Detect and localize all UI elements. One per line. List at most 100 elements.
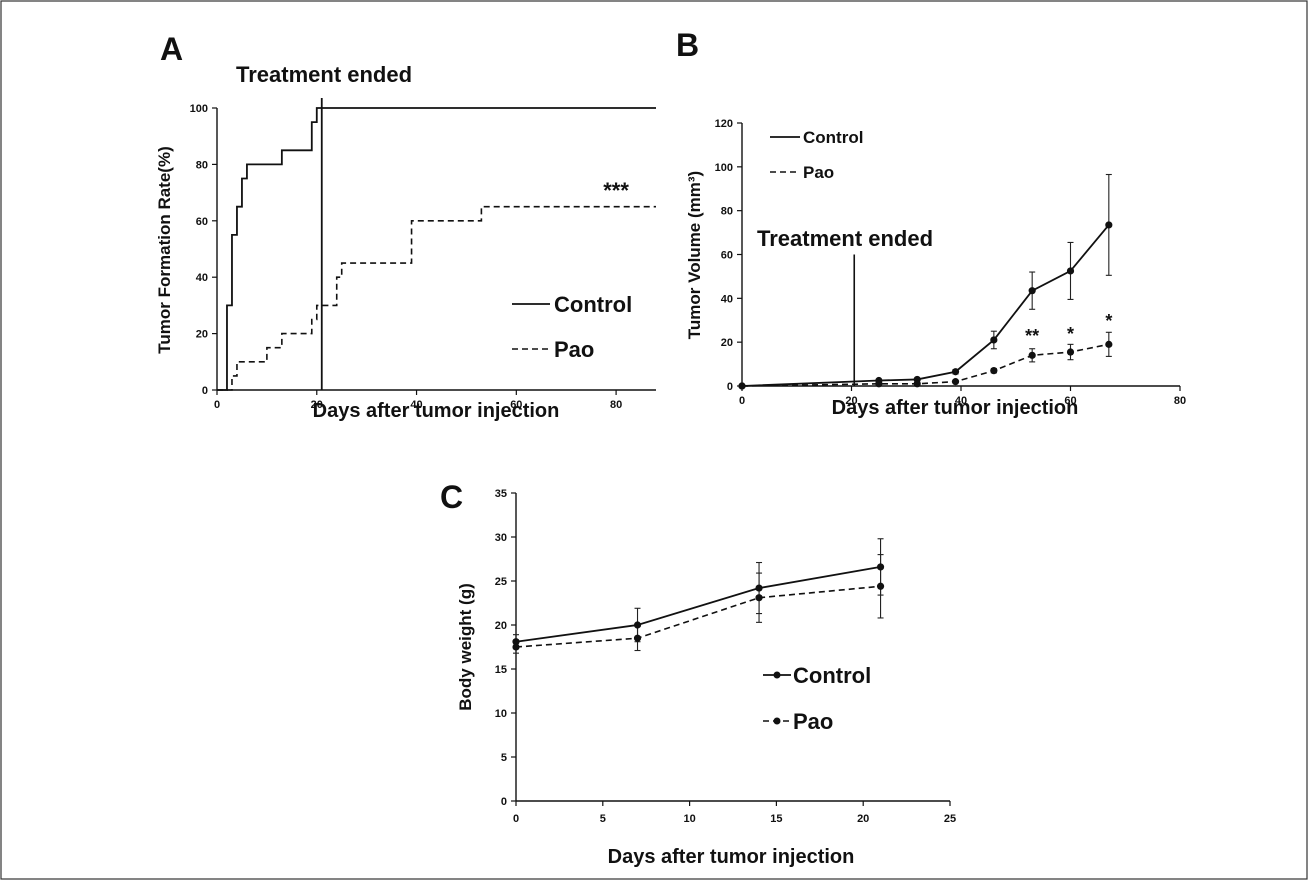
panel-c-pao-line: [515, 585, 881, 648]
panel-b-letter: B: [676, 27, 699, 63]
panel-c-y-tick-label: 0: [501, 796, 507, 808]
panel-a-significance-marker: ***: [603, 178, 629, 203]
panel-c-y-tick-label: 20: [495, 620, 507, 632]
panel-c-y-axis-title: Body weight (g): [456, 583, 475, 710]
panel-a-y-tick-label: 20: [196, 329, 208, 341]
panel-b-control-point: [951, 368, 960, 376]
panel-b-pao-point: [913, 380, 921, 388]
panel-a-x-tick-label: 40: [410, 399, 422, 411]
panel-c-x-axis-title: Days after tumor injection: [608, 846, 855, 868]
panel-c-x-tick-label: 15: [770, 813, 782, 825]
panel-b-legend: Control Pao: [770, 128, 863, 182]
panel-b-y-ticks: 0 20 40 60 80 100 120: [715, 118, 742, 393]
panel-a-x-tick-label: 80: [610, 399, 622, 411]
panel-b-control-point: [1105, 221, 1113, 229]
panel-c-control-error-bars: [513, 538, 884, 650]
panel-b-pao-point: [990, 367, 998, 375]
panel-b-control-point: [1028, 287, 1036, 295]
panel-b-pao-point: [1105, 340, 1113, 348]
panel-c-pao-point: [633, 634, 642, 642]
panel-a-y-tick-label: 80: [196, 159, 208, 171]
panel-a-y-ticks: 0 20 40 60 80 100: [190, 103, 217, 397]
panel-c-pao-error-bars: [513, 554, 884, 654]
panel-c-pao-markers: [512, 582, 885, 651]
panel-c-letter: C: [440, 479, 463, 515]
panel-a-y-tick-label: 40: [196, 272, 208, 284]
panel-a-x-tick-label: 60: [510, 399, 522, 411]
panel-c-legend-pao-label: Pao: [793, 709, 833, 734]
panel-b-vline-label: Treatment ended: [757, 226, 933, 251]
panel-b-control-error-bars: [875, 173, 1112, 383]
panel-a-legend-control-label: Control: [554, 292, 632, 317]
panel-b-control-point: [1066, 267, 1075, 275]
panel-b-x-tick-label: 80: [1174, 395, 1186, 407]
panel-c-x-tick-label: 20: [857, 813, 869, 825]
panel-a-y-tick-label: 100: [190, 103, 208, 115]
panel-c-control-line: [515, 566, 881, 643]
panel-c-x-tick-label: 10: [683, 813, 695, 825]
panel-a-control-line: [217, 107, 656, 391]
panel-a-pao-line: [217, 205, 656, 391]
panel-b-legend-control-label: Control: [803, 128, 863, 147]
panel-b-x-axis-title: Days after tumor injection: [832, 397, 1079, 419]
panel-c-y-tick-label: 30: [495, 532, 507, 544]
panel-c-y-tick-label: 5: [501, 752, 507, 764]
panel-b-pao-point: [1066, 348, 1075, 356]
panel-c-control-markers: [512, 563, 885, 646]
panel-c-pao-point: [876, 582, 885, 590]
panel-b-y-tick-label: 40: [721, 293, 733, 305]
panel-a-x-axis-title: Days after tumor injection: [313, 400, 560, 422]
panel-c-pao-point: [512, 643, 520, 651]
panel-b-y-tick-label: 20: [721, 337, 733, 349]
panel-c: C 0 5 10 15 20 25 30 35 0 5 10 15 20 25 Body weight …: [440, 479, 956, 868]
panel-b-y-tick-label: 120: [715, 118, 733, 130]
panel-c-control-point: [512, 638, 520, 646]
panel-c-x-tick-label: 0: [513, 813, 519, 825]
panel-b-significance-marker-day53: **: [1025, 326, 1039, 346]
panel-a-x-tick-label: 0: [214, 399, 220, 411]
panel-b-legend-pao-label: Pao: [803, 163, 834, 182]
panel-a-x-tick-label: 20: [311, 399, 323, 411]
panel-b-x-tick-label: 60: [1064, 395, 1076, 407]
panel-c-control-point: [633, 621, 642, 629]
panel-c-y-tick-label: 35: [495, 488, 507, 500]
panel-c-legend-control-label: Control: [793, 663, 871, 688]
panel-b-y-axis-title: Tumor Volume (mm³): [685, 171, 704, 339]
panel-b-pao-markers: [738, 340, 1113, 390]
panel-b-pao-point: [738, 382, 746, 390]
panel-b-x-ticks: 0 20 40 60 80: [739, 386, 1186, 407]
panel-a: A 0 20 40 60 80 100 0 20 40 60 80 Treatment ended…: [155, 31, 656, 422]
panel-a-vline-label: Treatment ended: [236, 62, 412, 87]
panel-a-legend: Control Pao: [512, 292, 632, 362]
panel-b-x-tick-label: 40: [955, 395, 967, 407]
panel-c-x-ticks: 0 5 10 15 20 25: [513, 801, 956, 825]
panel-b-y-tick-label: 80: [721, 206, 733, 218]
panel-c-y-tick-label: 15: [495, 664, 507, 676]
panel-b-y-tick-label: 100: [715, 162, 733, 174]
panel-a-letter: A: [160, 31, 183, 67]
panel-b-y-tick-label: 0: [727, 381, 733, 393]
panel-c-y-tick-label: 25: [495, 576, 507, 588]
panel-c-x-tick-label: 5: [600, 813, 606, 825]
panel-b-significance-marker-day60: *: [1067, 324, 1074, 344]
panel-a-legend-pao-label: Pao: [554, 337, 594, 362]
panel-b-significance-marker-day67: *: [1105, 311, 1112, 331]
panel-b-pao-point: [875, 380, 883, 388]
panel-a-y-tick-label: 0: [202, 385, 208, 397]
panel-c-pao-point: [755, 594, 763, 602]
panel-c-y-ticks: 0 5 10 15 20 25 30 35: [495, 488, 516, 808]
panel-b-control-point: [990, 336, 998, 344]
panel-a-y-tick-label: 60: [196, 216, 208, 228]
panel-b-pao-line: [741, 343, 1109, 387]
panel-c-x-tick-label: 25: [944, 813, 956, 825]
panel-c-legend: Control Pao: [763, 663, 871, 734]
panel-b-pao-point: [1028, 351, 1036, 359]
panel-c-legend-control-marker: [773, 671, 781, 679]
panel-b: B 0 20 40 60 80 100 120 0 20 40 60 80 Treatment en…: [676, 27, 1186, 419]
panel-c-legend-pao-marker: [773, 717, 781, 725]
panel-b-control-line: [741, 224, 1110, 387]
panel-c-control-point: [876, 563, 885, 571]
panel-c-y-tick-label: 10: [495, 708, 507, 720]
